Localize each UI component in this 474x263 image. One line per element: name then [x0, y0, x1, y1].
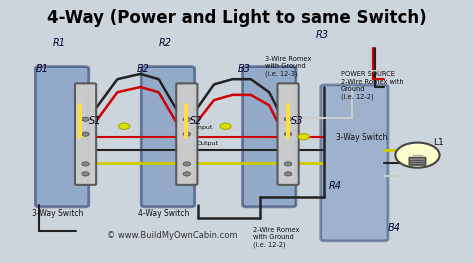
Circle shape	[82, 117, 89, 121]
Text: S1: S1	[89, 116, 101, 126]
Text: 3-Wire Romex
with Ground
(i.e. 12-3): 3-Wire Romex with Ground (i.e. 12-3)	[264, 56, 311, 77]
Text: Output: Output	[197, 141, 219, 146]
Circle shape	[220, 123, 231, 129]
Circle shape	[284, 162, 292, 166]
Circle shape	[183, 172, 191, 176]
Text: R4: R4	[329, 181, 342, 191]
Text: S2: S2	[190, 116, 202, 126]
Text: Input: Input	[197, 125, 213, 130]
Circle shape	[183, 132, 191, 136]
Text: R2: R2	[159, 38, 172, 48]
Circle shape	[395, 143, 439, 168]
FancyBboxPatch shape	[409, 158, 426, 165]
Text: R1: R1	[53, 38, 66, 48]
Circle shape	[183, 162, 191, 166]
FancyBboxPatch shape	[321, 85, 388, 241]
FancyBboxPatch shape	[176, 83, 197, 185]
FancyBboxPatch shape	[36, 67, 89, 207]
FancyBboxPatch shape	[141, 67, 195, 207]
Circle shape	[82, 172, 89, 176]
Text: 3-Way Switch: 3-Way Switch	[336, 133, 387, 142]
Circle shape	[82, 132, 89, 136]
Text: B3: B3	[238, 64, 251, 74]
Text: R3: R3	[315, 30, 328, 40]
FancyBboxPatch shape	[243, 67, 296, 207]
Text: 3-Way Switch: 3-Way Switch	[32, 209, 83, 218]
Text: 4-Way (Power and Light to same Switch): 4-Way (Power and Light to same Switch)	[47, 8, 427, 27]
Text: B2: B2	[137, 64, 150, 74]
Circle shape	[284, 172, 292, 176]
Circle shape	[298, 134, 309, 140]
Circle shape	[183, 117, 191, 121]
Circle shape	[118, 123, 130, 129]
Text: S3: S3	[292, 116, 304, 126]
Circle shape	[284, 132, 292, 136]
Text: POWER SOURCE
2-Wire Romex with
Ground
(i.e. 12-2): POWER SOURCE 2-Wire Romex with Ground (i…	[341, 71, 403, 100]
Circle shape	[284, 117, 292, 121]
Text: B4: B4	[388, 223, 401, 233]
Text: L1: L1	[433, 138, 443, 147]
Circle shape	[82, 162, 89, 166]
FancyBboxPatch shape	[75, 83, 96, 185]
Text: 4-Way Switch: 4-Way Switch	[138, 209, 190, 218]
FancyBboxPatch shape	[277, 83, 299, 185]
Text: B1: B1	[36, 64, 48, 74]
Text: 2-Wire Romex
with Ground
(i.e. 12-2): 2-Wire Romex with Ground (i.e. 12-2)	[253, 227, 300, 249]
Text: © www.BuildMyOwnCabin.com: © www.BuildMyOwnCabin.com	[107, 231, 238, 240]
